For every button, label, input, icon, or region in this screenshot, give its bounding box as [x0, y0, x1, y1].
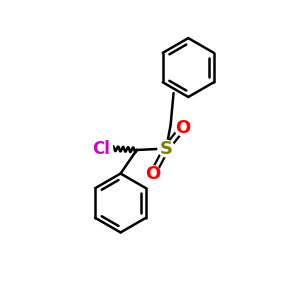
Text: Cl: Cl	[92, 140, 110, 158]
Text: O: O	[175, 119, 190, 137]
Text: O: O	[145, 165, 160, 183]
Circle shape	[90, 137, 112, 160]
Circle shape	[175, 120, 190, 136]
Circle shape	[145, 166, 160, 181]
Text: S: S	[160, 140, 173, 158]
Circle shape	[158, 140, 174, 157]
